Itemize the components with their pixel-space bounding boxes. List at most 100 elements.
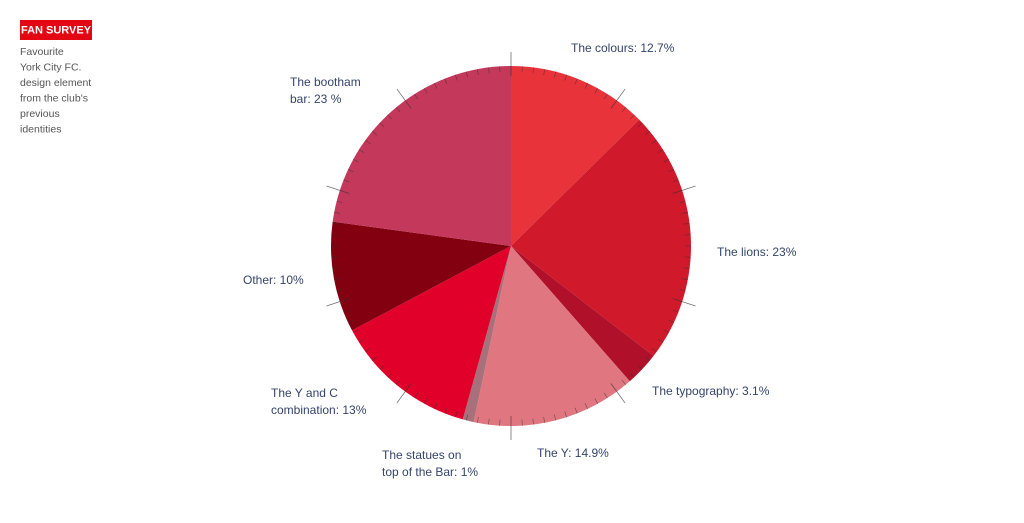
tick <box>434 403 438 409</box>
slice-label: The typography: 3.1% <box>652 384 770 398</box>
tick <box>683 223 690 225</box>
subtitle-line: previous <box>20 108 60 120</box>
tick <box>663 329 669 333</box>
tick <box>348 319 354 323</box>
tick <box>672 179 679 183</box>
tick <box>610 383 626 404</box>
tick <box>465 414 469 421</box>
tick <box>444 407 448 414</box>
tick <box>683 267 690 269</box>
tick <box>488 67 490 74</box>
tick <box>621 379 626 385</box>
tick <box>594 88 598 94</box>
tick <box>553 414 557 421</box>
tag-box <box>20 20 92 40</box>
slice-label: The statues on <box>382 448 461 462</box>
tick <box>348 169 354 173</box>
tick <box>603 93 608 100</box>
tick <box>387 372 393 378</box>
tick <box>644 356 650 361</box>
tick <box>444 78 448 85</box>
tick <box>365 348 371 353</box>
tick <box>372 356 378 361</box>
tick <box>672 298 696 307</box>
tick <box>574 78 578 85</box>
slice-label: The Y and C <box>271 386 338 400</box>
tick <box>379 364 385 370</box>
tick <box>574 407 578 414</box>
tick <box>672 185 696 194</box>
tick <box>681 211 688 214</box>
slice-label: The Y: 14.9% <box>537 446 609 460</box>
tick <box>532 418 534 425</box>
tick <box>424 398 428 404</box>
tick <box>663 159 669 163</box>
pie-slice <box>511 66 640 246</box>
tick <box>396 383 412 404</box>
tick <box>584 83 588 89</box>
tick <box>396 107 401 113</box>
tick <box>414 392 419 399</box>
tick <box>387 114 393 120</box>
tick <box>334 211 341 214</box>
tick <box>434 83 438 89</box>
tick <box>476 69 479 76</box>
pie-slice <box>332 66 511 246</box>
tick <box>553 71 557 78</box>
slice-label: Other: 10% <box>243 273 304 287</box>
tick <box>336 288 343 292</box>
subtitle-line: Favourite <box>20 46 64 58</box>
tick <box>629 114 635 120</box>
tick <box>332 223 339 225</box>
tick <box>584 403 588 409</box>
tick <box>365 139 371 144</box>
tick <box>564 74 567 81</box>
tick <box>672 309 679 313</box>
tag: FAN SURVEY <box>21 24 92 36</box>
tick <box>455 74 458 81</box>
tick <box>644 131 650 136</box>
slice-label: The colours: 12.7% <box>571 41 675 55</box>
tick <box>610 88 626 109</box>
tick <box>343 309 350 313</box>
tick <box>336 200 343 204</box>
tick <box>621 107 626 113</box>
tick <box>424 88 428 94</box>
slice-label: bar: 23 % <box>290 92 342 106</box>
slice-label: combination: 13% <box>271 403 367 417</box>
tick <box>657 149 664 154</box>
tick <box>465 71 469 78</box>
tick <box>668 169 674 173</box>
pie-slice <box>331 221 511 331</box>
tick <box>657 338 664 343</box>
tick <box>637 122 643 128</box>
tick <box>372 131 378 136</box>
slice-label: The lions: 23% <box>717 245 797 259</box>
tick <box>679 288 686 292</box>
tick <box>379 122 385 128</box>
tick <box>679 200 686 204</box>
tick <box>637 364 643 370</box>
tick <box>668 319 674 323</box>
tick <box>455 411 458 418</box>
tick <box>343 179 350 183</box>
tick <box>543 416 546 423</box>
tick <box>326 298 350 307</box>
tick <box>326 185 350 194</box>
tick <box>629 372 635 378</box>
tick <box>396 379 401 385</box>
pie-slice <box>473 246 630 426</box>
pie-slice <box>462 246 511 423</box>
tick <box>334 278 341 281</box>
subtitle-line: York City FC. <box>20 61 81 73</box>
tick <box>603 392 608 399</box>
tick <box>396 88 412 109</box>
tick <box>594 398 598 404</box>
tick <box>358 338 365 343</box>
tick <box>532 67 534 74</box>
pie-slice <box>352 246 511 420</box>
tick <box>414 93 419 100</box>
tick <box>543 69 546 76</box>
pie-slice <box>511 246 654 382</box>
